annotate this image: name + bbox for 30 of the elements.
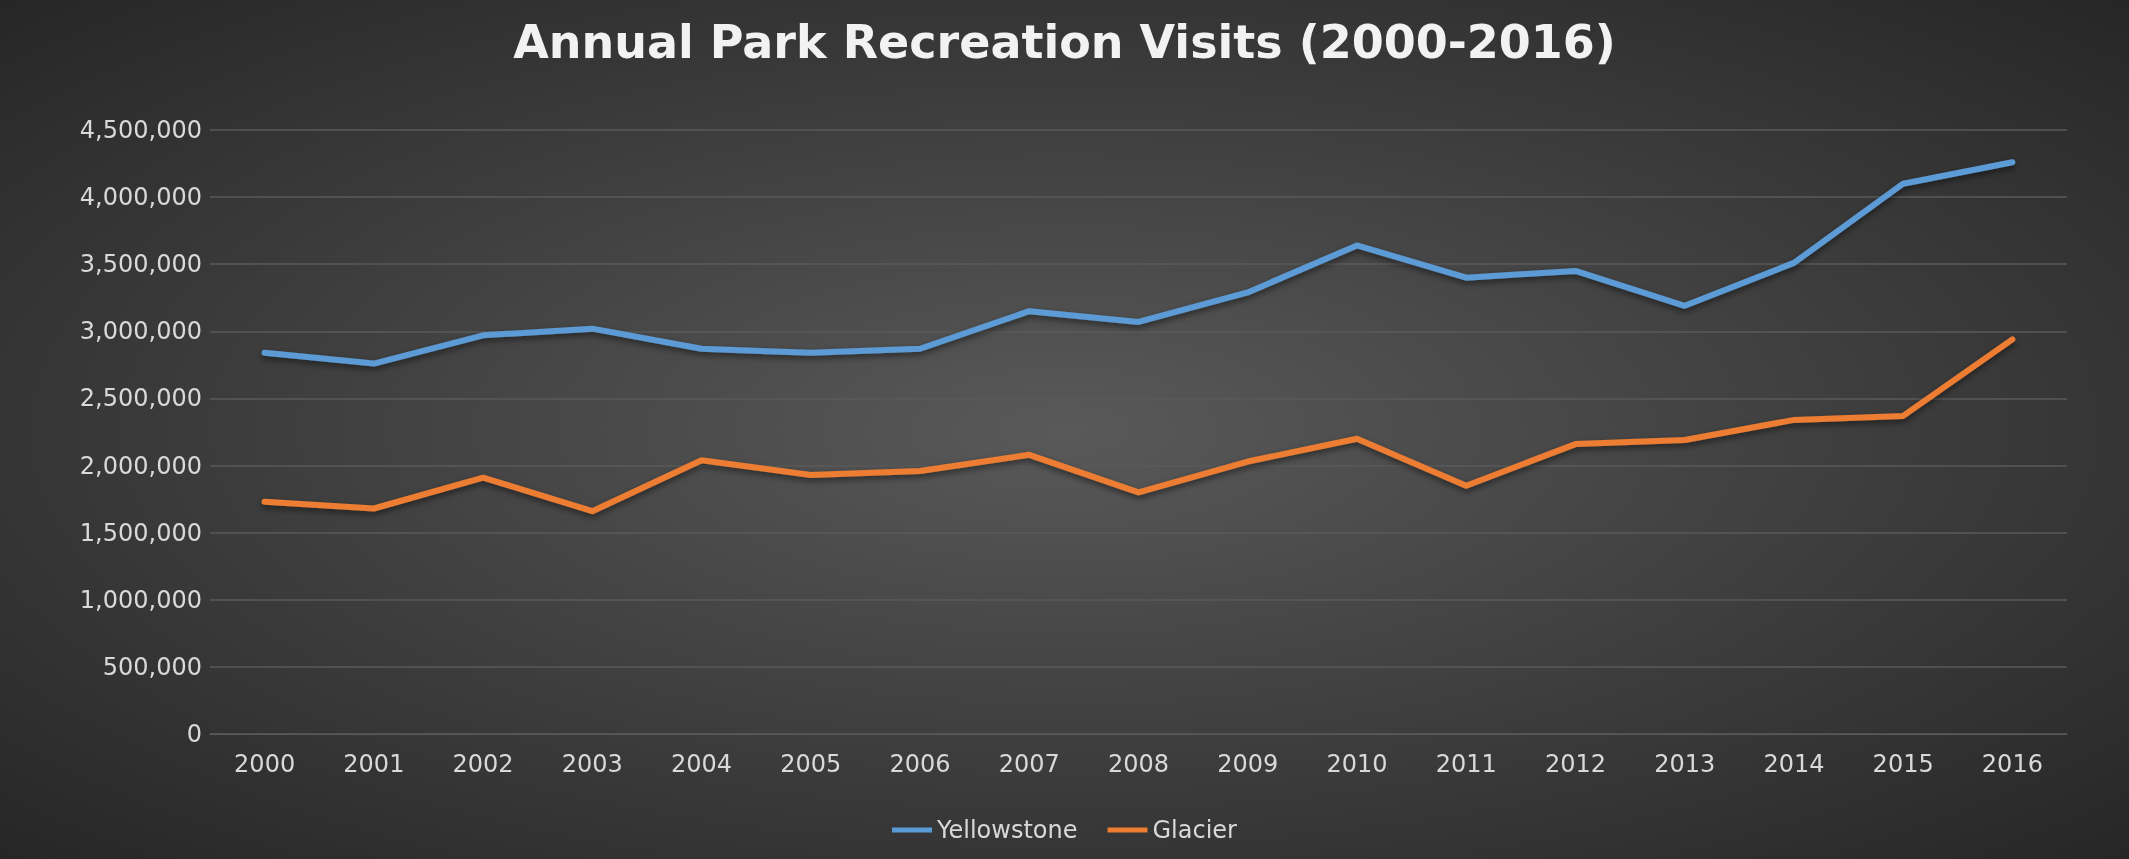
x-tick-label: 2013 xyxy=(1654,750,1716,778)
x-tick-label: 2003 xyxy=(561,750,623,778)
x-tick-label: 2009 xyxy=(1217,750,1279,778)
y-tick-label: 2,500,000 xyxy=(79,384,202,413)
y-tick-label: 4,000,000 xyxy=(79,183,202,212)
y-tick-label: 2,000,000 xyxy=(79,451,202,480)
x-tick-label: 2015 xyxy=(1872,750,1934,778)
y-tick-label: 1,500,000 xyxy=(79,518,202,547)
x-tick-label: 2005 xyxy=(780,750,842,778)
x-tick-label: 2008 xyxy=(1107,750,1170,778)
y-tick-label: 3,500,000 xyxy=(79,250,202,279)
x-tick-label: 2007 xyxy=(998,750,1060,778)
y-tick-label: 500,000 xyxy=(102,652,202,681)
legend-label: Glacier xyxy=(1152,816,1238,844)
y-tick-label: 0 xyxy=(186,720,202,748)
legend-label: Yellowstone xyxy=(936,816,1078,844)
x-tick-label: 2011 xyxy=(1435,750,1497,778)
x-tick-label: 2001 xyxy=(343,750,405,778)
x-tick-label: 2016 xyxy=(1981,750,2043,778)
x-tick-label: 2004 xyxy=(671,750,733,778)
y-tick-label: 1,000,000 xyxy=(79,585,202,614)
x-tick-label: 2010 xyxy=(1326,750,1388,778)
x-tick-label: 2012 xyxy=(1544,750,1606,778)
x-tick-label: 2014 xyxy=(1763,750,1825,778)
x-tick-label: 2006 xyxy=(889,750,951,778)
x-tick-label: 2000 xyxy=(234,750,296,778)
y-tick-label: 4,500,000 xyxy=(79,116,202,144)
chart-title: Annual Park Recreation Visits (2000-2016) xyxy=(513,15,1616,69)
x-tick-label: 2002 xyxy=(452,750,514,778)
y-tick-label: 3,000,000 xyxy=(79,317,202,346)
